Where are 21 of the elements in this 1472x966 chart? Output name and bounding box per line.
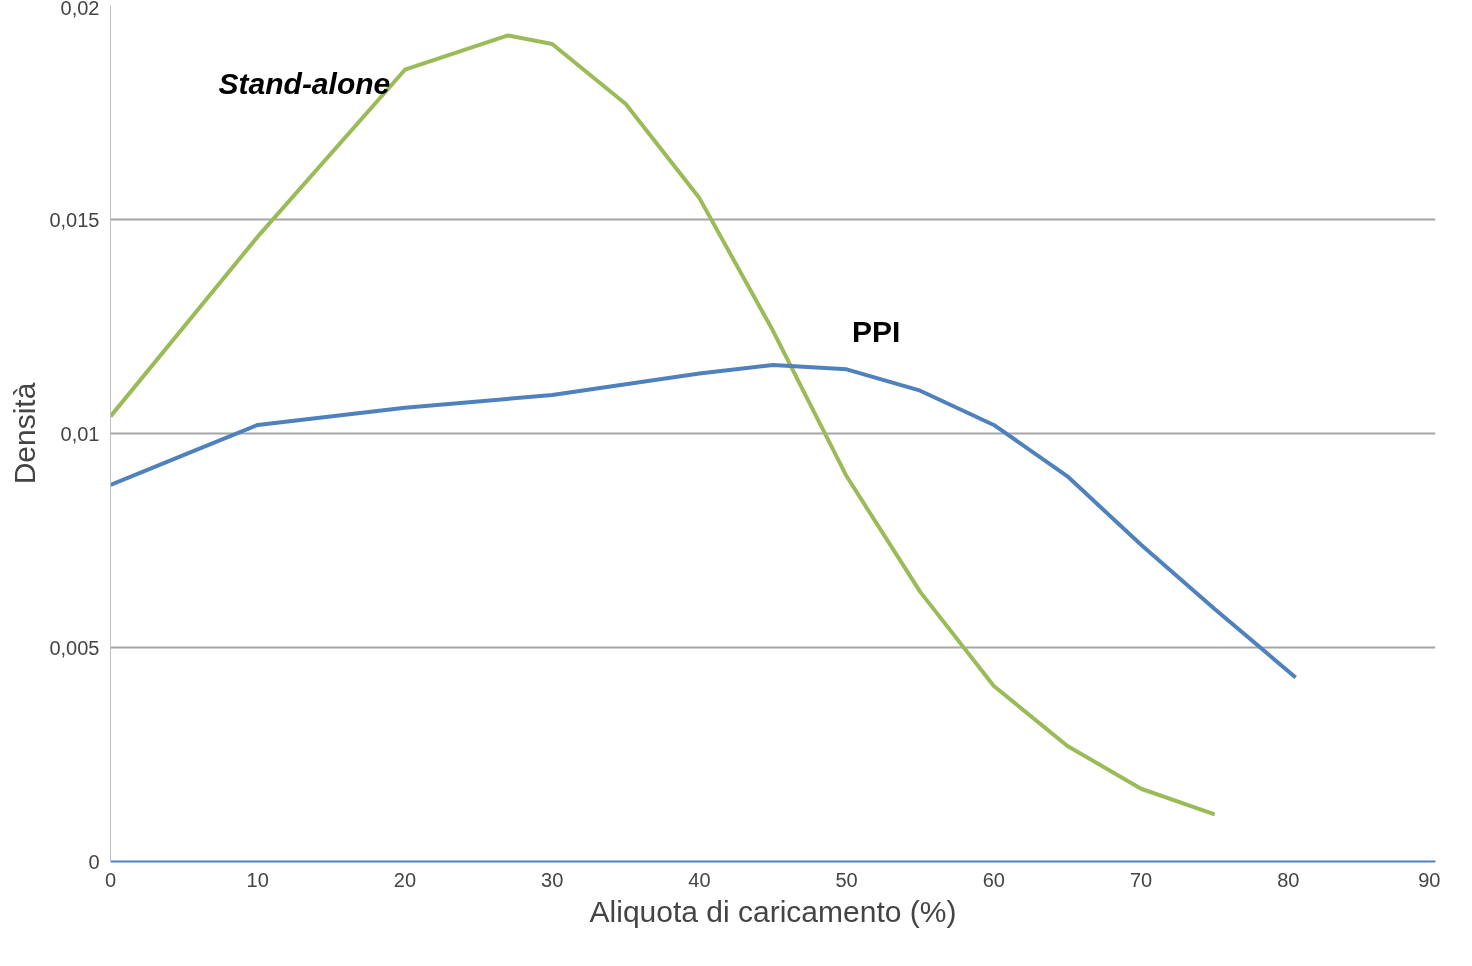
y-axis-title: Densità: [8, 382, 42, 485]
x-tick-label: 90: [1418, 868, 1441, 891]
series-label: Stand-alone: [218, 66, 391, 100]
y-tick-label: 0,015: [49, 208, 100, 231]
x-tick-label: 80: [1277, 868, 1300, 891]
x-tick-label: 30: [541, 868, 564, 891]
x-tick-label: 40: [688, 868, 711, 891]
series-label: PPI: [851, 314, 901, 348]
x-tick-label: 60: [982, 868, 1005, 891]
y-tick-label: 0,01: [60, 422, 100, 445]
x-tick-label: 10: [246, 868, 269, 891]
line-series: [110, 363, 1298, 680]
y-tick-label: 0: [88, 850, 100, 873]
x-tick-label: 70: [1129, 868, 1153, 891]
x-tick-label: 0: [104, 868, 117, 891]
line-series: [110, 33, 1217, 817]
y-tick-label: 0,02: [60, 0, 100, 19]
y-tick-label: 0,005: [49, 636, 100, 659]
x-tick-label: 20: [393, 868, 417, 891]
x-tick-label: 50: [835, 868, 858, 891]
x-axis-title: Aliquota di caricamento (%): [589, 894, 957, 928]
